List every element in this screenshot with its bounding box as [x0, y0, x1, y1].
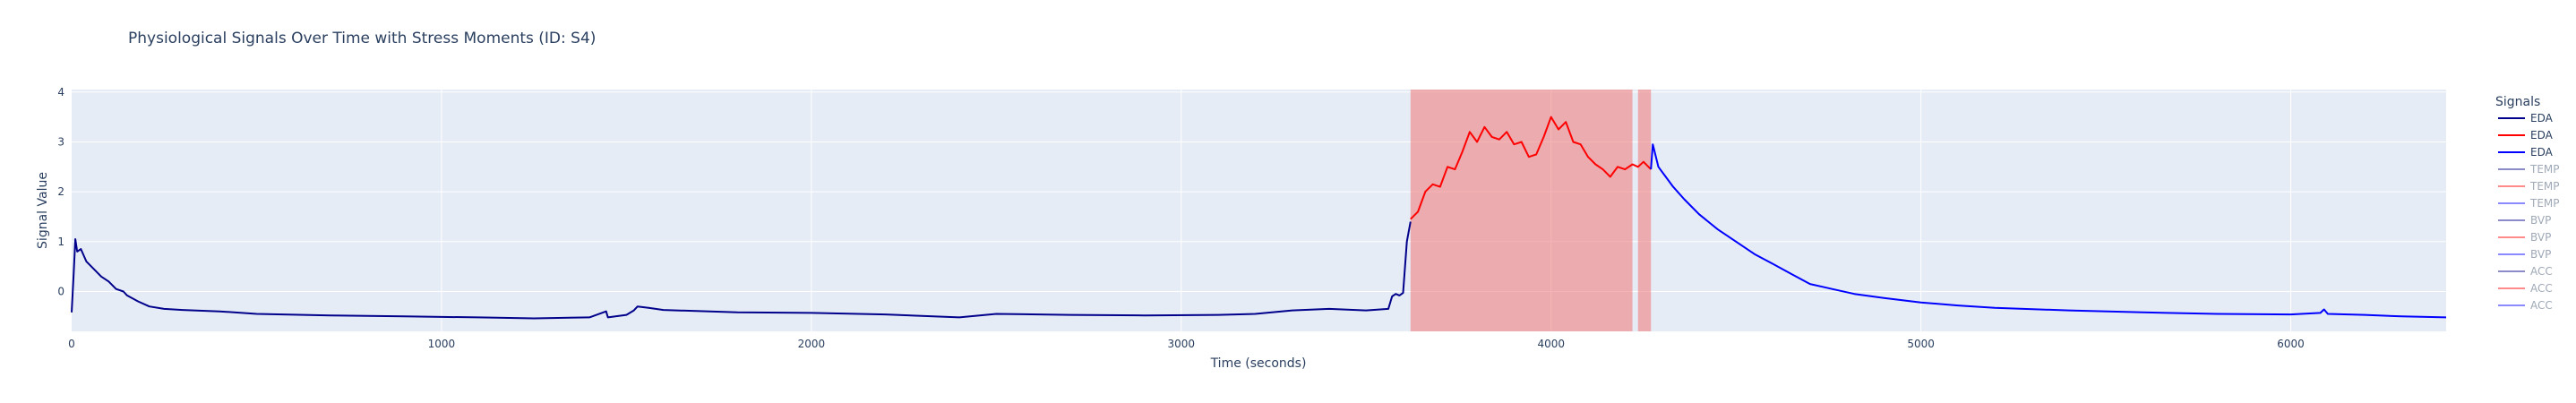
legend-label: BVP: [2530, 214, 2551, 227]
legend-item[interactable]: ACC: [2498, 265, 2553, 278]
stress-regions: [1410, 90, 1652, 331]
plot-area[interactable]: [72, 90, 2446, 331]
grid-lines: [72, 90, 2446, 331]
x-axis-ticks: 0 1000 2000 3000 4000 5000 6000: [68, 338, 2305, 350]
x-tick-label: 4000: [1537, 338, 1565, 350]
series-line[interactable]: [1410, 116, 1652, 220]
x-axis-title: Time (seconds): [1210, 356, 1307, 371]
stress-region: [1637, 90, 1652, 331]
legend-label: BVP: [2530, 248, 2551, 261]
legend-label: EDA: [2530, 129, 2554, 141]
legend-item[interactable]: BVP: [2498, 214, 2551, 227]
x-tick-label: 6000: [2277, 338, 2305, 350]
y-tick-label: 0: [57, 285, 64, 297]
y-axis-ticks: 0 1 2 3 4: [57, 86, 64, 298]
chart-title: Physiological Signals Over Time with Str…: [128, 30, 596, 47]
legend-label: BVP: [2530, 231, 2551, 244]
legend: Signals EDA EDA EDA TEMP TEMP TEMP BVP BVP BVP AC…: [2495, 95, 2560, 312]
legend-label: ACC: [2530, 282, 2553, 295]
legend-item[interactable]: ACC: [2498, 299, 2553, 312]
series-line[interactable]: [71, 221, 1412, 320]
legend-item[interactable]: BVP: [2498, 248, 2551, 261]
legend-item[interactable]: TEMP: [2498, 197, 2560, 210]
series-line[interactable]: [1650, 143, 2447, 319]
x-tick-label: 0: [68, 338, 75, 350]
x-tick-label: 3000: [1168, 338, 1196, 350]
legend-title: Signals: [2495, 95, 2540, 109]
y-axis-title: Signal Value: [36, 172, 50, 249]
legend-label: ACC: [2530, 299, 2553, 312]
y-tick-label: 3: [57, 135, 64, 148]
y-tick-label: 1: [57, 236, 64, 248]
series-lines: [71, 116, 2447, 320]
x-tick-label: 2000: [798, 338, 826, 350]
legend-label: ACC: [2530, 265, 2553, 278]
legend-item[interactable]: EDA: [2498, 129, 2554, 141]
legend-item[interactable]: TEMP: [2498, 180, 2560, 193]
legend-item[interactable]: EDA: [2498, 112, 2554, 124]
legend-item[interactable]: ACC: [2498, 282, 2553, 295]
legend-item[interactable]: EDA: [2498, 146, 2554, 159]
legend-item[interactable]: TEMP: [2498, 163, 2560, 176]
x-tick-label: 5000: [1907, 338, 1935, 350]
y-tick-label: 4: [57, 86, 64, 99]
stress-region: [1410, 90, 1633, 331]
legend-label: EDA: [2530, 146, 2554, 159]
legend-label: TEMP: [2529, 197, 2560, 210]
legend-label: EDA: [2530, 112, 2554, 124]
legend-item[interactable]: BVP: [2498, 231, 2551, 244]
legend-label: TEMP: [2529, 180, 2560, 193]
x-tick-label: 1000: [428, 338, 456, 350]
y-tick-label: 2: [57, 185, 64, 198]
legend-label: TEMP: [2529, 163, 2560, 176]
